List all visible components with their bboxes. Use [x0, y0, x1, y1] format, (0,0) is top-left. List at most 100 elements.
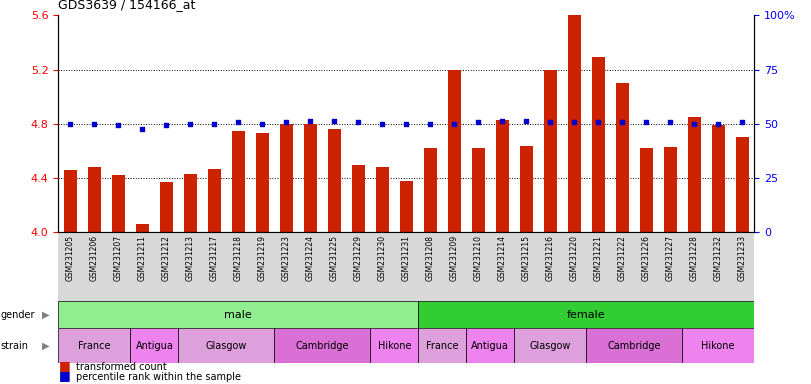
Text: GSM231207: GSM231207	[114, 235, 123, 281]
Text: Cambridge: Cambridge	[607, 341, 661, 351]
Point	[520, 118, 533, 124]
Point	[688, 121, 701, 127]
Bar	[586, 328, 682, 363]
Text: GSM231213: GSM231213	[186, 235, 195, 281]
Point	[232, 119, 245, 126]
Bar	[543, 70, 557, 232]
Bar	[184, 174, 197, 232]
Point	[184, 121, 197, 127]
Text: GSM231232: GSM231232	[714, 235, 723, 281]
Bar	[178, 328, 274, 363]
Point	[64, 121, 77, 127]
Point	[352, 119, 365, 126]
Text: GSM231230: GSM231230	[378, 235, 387, 281]
Text: GSM231217: GSM231217	[210, 235, 219, 281]
Point	[424, 121, 437, 127]
Bar	[58, 301, 418, 328]
Bar	[448, 70, 461, 232]
Point	[160, 122, 173, 128]
Bar	[418, 328, 466, 363]
Text: GSM231206: GSM231206	[90, 235, 99, 281]
Point	[375, 121, 388, 127]
Bar	[208, 169, 221, 232]
Bar	[375, 167, 389, 232]
Text: GSM231219: GSM231219	[258, 235, 267, 281]
Point	[255, 121, 268, 127]
Text: France: France	[426, 341, 458, 351]
Text: GSM231222: GSM231222	[618, 235, 627, 281]
Text: Glasgow: Glasgow	[530, 341, 571, 351]
Bar	[328, 129, 341, 232]
Bar	[663, 147, 677, 232]
Text: GSM231233: GSM231233	[738, 235, 747, 281]
Text: ■: ■	[58, 369, 70, 382]
Text: Antigua: Antigua	[135, 341, 174, 351]
Text: GSM231210: GSM231210	[474, 235, 483, 281]
Text: ▶: ▶	[42, 310, 49, 320]
Text: GSM231205: GSM231205	[66, 235, 75, 281]
Bar	[682, 328, 754, 363]
Text: GSM231223: GSM231223	[282, 235, 291, 281]
Bar	[514, 328, 586, 363]
Text: strain: strain	[1, 341, 29, 351]
Bar	[88, 167, 101, 232]
Bar	[711, 125, 725, 232]
Point	[88, 121, 101, 127]
Bar	[160, 182, 173, 232]
Text: GSM231229: GSM231229	[354, 235, 363, 281]
Text: GSM231228: GSM231228	[689, 235, 699, 281]
Bar	[131, 328, 178, 363]
Bar	[520, 146, 533, 232]
Bar	[568, 15, 581, 232]
Point	[208, 121, 221, 127]
Point	[736, 119, 749, 126]
Bar	[64, 170, 77, 232]
Bar	[280, 124, 293, 232]
Bar	[496, 120, 508, 232]
Point	[136, 126, 149, 132]
Bar	[255, 133, 269, 232]
Text: male: male	[225, 310, 252, 320]
Text: Cambridge: Cambridge	[295, 341, 349, 351]
Point	[640, 119, 653, 126]
Text: GSM231227: GSM231227	[666, 235, 675, 281]
Point	[304, 118, 317, 124]
Point	[663, 119, 676, 126]
Text: GSM231212: GSM231212	[162, 235, 171, 281]
Bar	[423, 148, 437, 232]
Bar	[352, 164, 365, 232]
Bar	[592, 57, 605, 232]
Bar	[135, 224, 149, 232]
Bar	[616, 83, 629, 232]
Bar	[418, 301, 754, 328]
Text: GSM231209: GSM231209	[450, 235, 459, 281]
Point	[496, 118, 508, 124]
Bar	[112, 175, 125, 232]
Point	[328, 118, 341, 124]
Bar	[304, 124, 317, 232]
Text: GSM231220: GSM231220	[570, 235, 579, 281]
Point	[112, 122, 125, 128]
Point	[472, 119, 485, 126]
Text: transformed count: transformed count	[76, 362, 167, 372]
Text: GSM231215: GSM231215	[521, 235, 530, 281]
Bar	[400, 181, 413, 232]
Bar	[472, 148, 485, 232]
Bar	[274, 328, 371, 363]
Text: GSM231208: GSM231208	[426, 235, 435, 281]
Text: female: female	[567, 310, 606, 320]
Bar	[688, 117, 701, 232]
Text: GSM231231: GSM231231	[401, 235, 411, 281]
Point	[616, 119, 629, 126]
Point	[568, 119, 581, 126]
Text: GSM231224: GSM231224	[306, 235, 315, 281]
Text: Hikone: Hikone	[702, 341, 735, 351]
Point	[400, 121, 413, 127]
Text: GSM231214: GSM231214	[498, 235, 507, 281]
Text: GSM231218: GSM231218	[234, 235, 242, 281]
Bar	[466, 328, 514, 363]
Bar	[232, 131, 245, 232]
Text: GSM231221: GSM231221	[594, 235, 603, 281]
Text: Glasgow: Glasgow	[206, 341, 247, 351]
Text: GSM231216: GSM231216	[546, 235, 555, 281]
